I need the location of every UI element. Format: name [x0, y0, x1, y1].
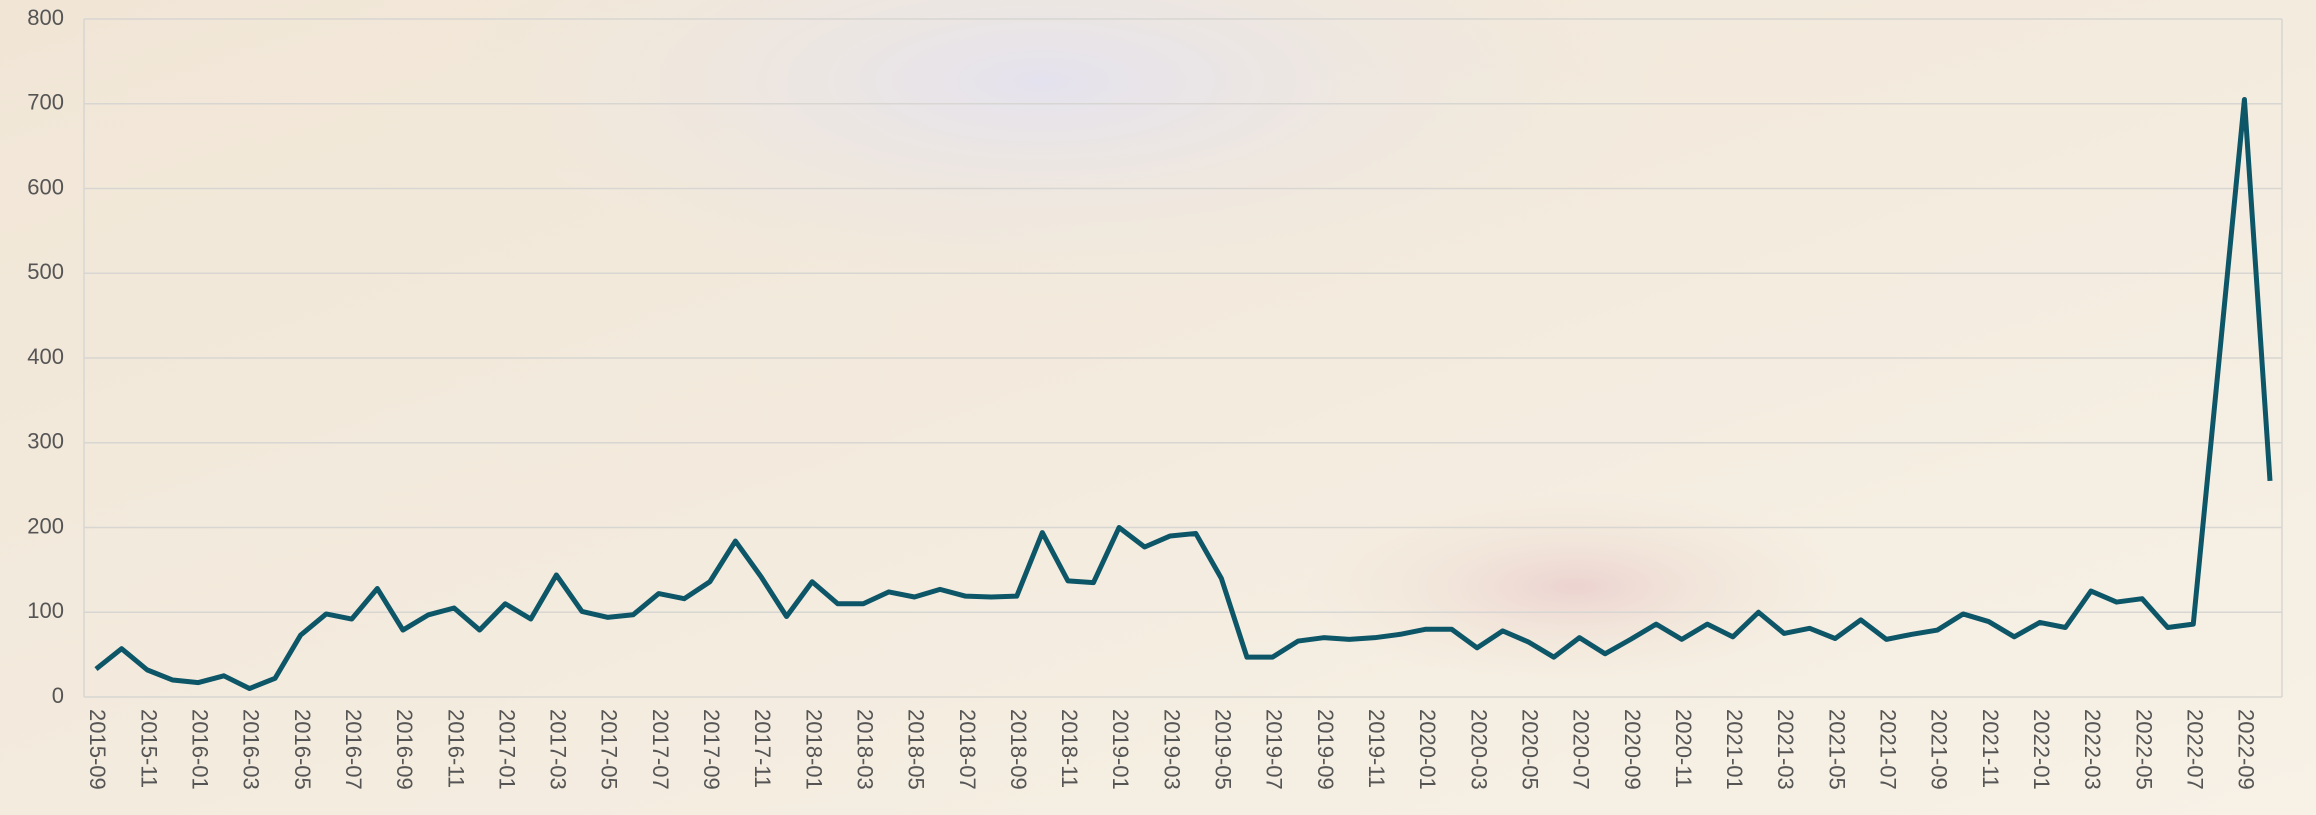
x-tick-label: 2018-05: [904, 709, 929, 790]
x-tick-label: 2022-03: [2080, 709, 2105, 790]
x-tick-label: 2019-11: [1364, 709, 1389, 788]
y-tick-label: 700: [27, 90, 64, 115]
x-tick-label: 2022-05: [2131, 709, 2156, 790]
x-tick-label: 2020-05: [1517, 709, 1542, 790]
x-tick-label: 2021-11: [1978, 709, 2003, 788]
y-tick-label: 300: [27, 429, 64, 454]
x-tick-label: 2021-09: [1927, 709, 1952, 790]
x-tick-label: 2017-05: [597, 709, 622, 790]
x-tick-label: 2016-01: [187, 709, 212, 790]
x-tick-label: 2021-07: [1876, 709, 1901, 790]
x-tick-label: 2019-07: [1262, 709, 1287, 790]
x-tick-label: 2016-03: [239, 709, 264, 790]
x-tick-label: 2017-11: [750, 709, 775, 788]
x-tick-label: 2016-05: [290, 709, 315, 790]
y-tick-label: 600: [27, 174, 64, 199]
x-tick-label: 2022-07: [2182, 709, 2207, 790]
x-tick-label: 2021-03: [1773, 709, 1798, 790]
x-tick-label: 2018-01: [801, 709, 826, 790]
x-tick-label: 2021-01: [1722, 709, 1747, 790]
y-tick-label: 100: [27, 598, 64, 623]
x-tick-label: 2016-09: [392, 709, 417, 790]
x-tick-label: 2018-11: [1057, 709, 1082, 788]
x-tick-label: 2019-05: [1211, 709, 1236, 790]
x-tick-label: 2022-01: [2029, 709, 2054, 790]
x-tick-label: 2017-01: [494, 709, 519, 790]
x-tick-label: 2017-07: [648, 709, 673, 790]
y-tick-label: 800: [27, 5, 64, 30]
x-tick-label: 2017-09: [699, 709, 724, 790]
x-tick-label: 2018-09: [1006, 709, 1031, 790]
x-tick-label: 2015-09: [85, 709, 110, 790]
x-tick-label: 2022-09: [2234, 709, 2259, 790]
x-tick-label: 2017-03: [546, 709, 571, 790]
x-tick-label: 2020-03: [1466, 709, 1491, 790]
y-tick-label: 400: [27, 344, 64, 369]
y-tick-label: 200: [27, 513, 64, 538]
x-tick-label: 2020-01: [1415, 709, 1440, 790]
x-tick-label: 2019-03: [1159, 709, 1184, 790]
x-tick-label: 2020-11: [1671, 709, 1696, 788]
x-tick-label: 2018-07: [955, 709, 980, 790]
x-tick-label: 2020-09: [1620, 709, 1645, 790]
x-tick-label: 2018-03: [852, 709, 877, 790]
x-tick-label: 2016-11: [443, 709, 468, 788]
x-tick-label: 2015-11: [136, 709, 161, 788]
y-tick-label: 500: [27, 259, 64, 284]
x-tick-label: 2019-09: [1313, 709, 1338, 790]
x-tick-label: 2016-07: [341, 709, 366, 790]
x-tick-label: 2020-07: [1569, 709, 1594, 790]
x-tick-label: 2019-01: [1108, 709, 1133, 790]
y-tick-label: 0: [52, 683, 64, 708]
data-line: [94, 97, 2273, 692]
x-tick-label: 2021-05: [1824, 709, 1849, 790]
